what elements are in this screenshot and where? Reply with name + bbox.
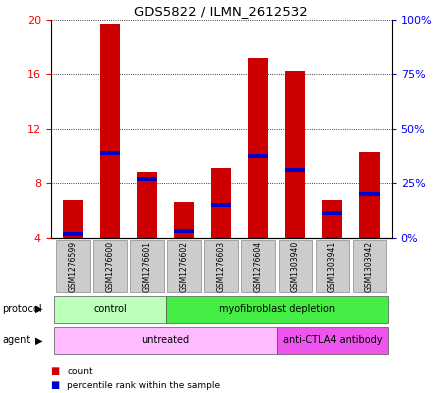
Text: ▶: ▶: [35, 335, 43, 345]
Bar: [205, 240, 238, 292]
Bar: [248, 154, 268, 158]
Bar: [211, 168, 231, 238]
Bar: [353, 240, 386, 292]
Text: control: control: [93, 304, 127, 314]
Text: myofibroblast depletion: myofibroblast depletion: [219, 304, 335, 314]
Bar: [137, 177, 157, 181]
Bar: [165, 296, 388, 323]
Text: ■: ■: [51, 380, 60, 390]
Bar: [174, 229, 194, 233]
Text: percentile rank within the sample: percentile rank within the sample: [67, 381, 220, 389]
Bar: [359, 152, 380, 238]
Bar: [322, 200, 342, 238]
Text: GSM1303940: GSM1303940: [291, 241, 300, 292]
Text: GSM1276603: GSM1276603: [216, 241, 226, 292]
Bar: [174, 202, 194, 238]
Text: GSM1276604: GSM1276604: [254, 241, 263, 292]
Text: untreated: untreated: [141, 335, 190, 345]
Bar: [100, 151, 120, 155]
Text: anti-CTLA4 antibody: anti-CTLA4 antibody: [282, 335, 382, 345]
Bar: [359, 192, 380, 196]
Text: GSM1276601: GSM1276601: [143, 241, 151, 292]
Text: GSM1276602: GSM1276602: [180, 241, 188, 292]
Bar: [100, 24, 120, 238]
Title: GDS5822 / ILMN_2612532: GDS5822 / ILMN_2612532: [134, 6, 308, 18]
Text: GSM1276599: GSM1276599: [68, 241, 77, 292]
Bar: [242, 240, 275, 292]
Bar: [285, 72, 305, 238]
Bar: [137, 172, 157, 238]
Text: protocol: protocol: [2, 304, 42, 314]
Bar: [315, 240, 349, 292]
Text: GSM1303941: GSM1303941: [328, 241, 337, 292]
Bar: [54, 327, 277, 354]
Text: GSM1276600: GSM1276600: [106, 241, 114, 292]
Bar: [322, 211, 342, 215]
Bar: [93, 240, 127, 292]
Bar: [211, 203, 231, 207]
Text: ■: ■: [51, 366, 60, 376]
Text: GSM1303942: GSM1303942: [365, 241, 374, 292]
Bar: [62, 232, 83, 235]
Bar: [56, 240, 89, 292]
Bar: [285, 168, 305, 171]
Bar: [167, 240, 201, 292]
Bar: [279, 240, 312, 292]
Bar: [277, 327, 388, 354]
Bar: [248, 58, 268, 238]
Text: agent: agent: [2, 335, 30, 345]
Text: count: count: [67, 367, 93, 376]
Text: ▶: ▶: [35, 304, 43, 314]
Bar: [54, 296, 165, 323]
Bar: [62, 200, 83, 238]
Bar: [130, 240, 164, 292]
